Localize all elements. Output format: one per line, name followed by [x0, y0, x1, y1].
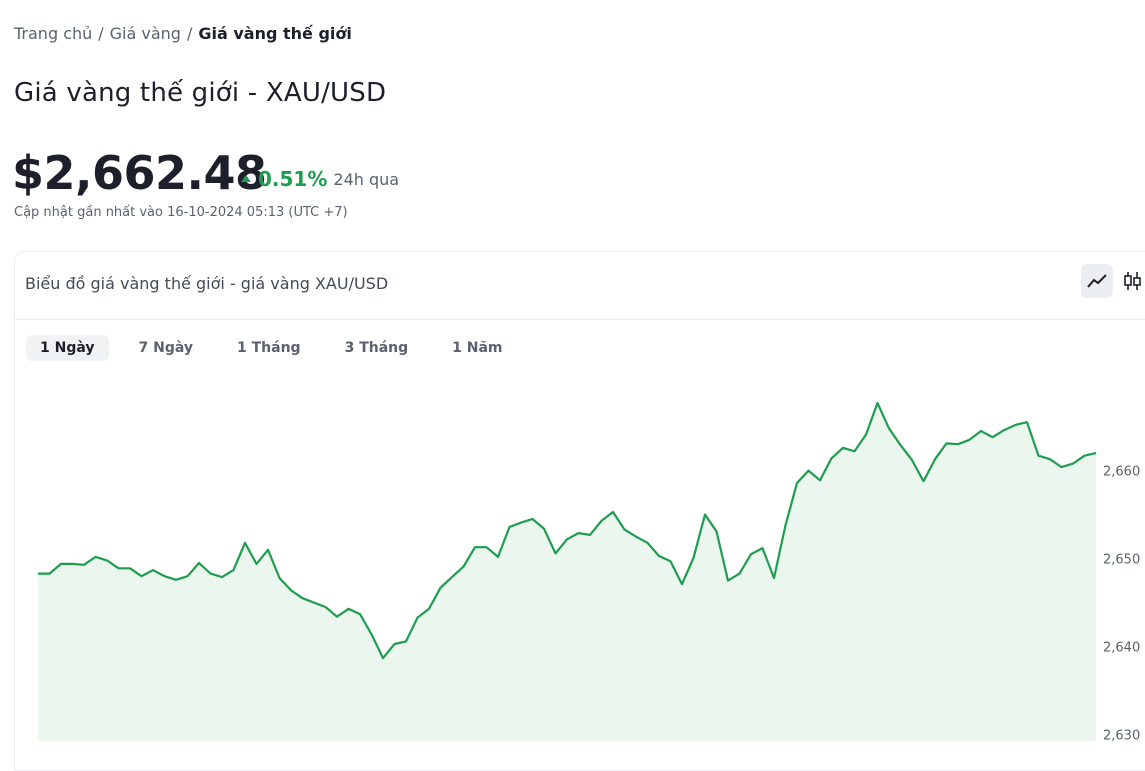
range-tabs: 1 Ngày 7 Ngày 1 Tháng 3 Tháng 1 Năm	[26, 335, 533, 361]
breadcrumb-separator: /	[98, 24, 104, 43]
price-line	[38, 401, 1097, 660]
area	[38, 402, 1096, 741]
y-tick-label: 2,630	[1103, 729, 1140, 744]
card-divider	[15, 319, 1145, 320]
card-title: Biểu đồ giá vàng thế giới - giá vàng XAU…	[25, 274, 389, 293]
price: $2,662.48	[12, 146, 267, 200]
page-title: Giá vàng thế giới - XAU/USD	[14, 78, 387, 108]
change-period: 24h qua	[333, 169, 400, 189]
y-tick-label: 2,650	[1103, 553, 1140, 568]
change-percent: 0.51%	[258, 167, 328, 191]
candle-icon	[1124, 272, 1141, 290]
breadcrumb-link[interactable]: Trang chủ	[14, 24, 93, 43]
breadcrumb-link[interactable]: Giá vàng	[109, 24, 181, 43]
y-tick-label: 2,660	[1103, 465, 1140, 480]
breadcrumb: Trang chủ / Giá vàng / Giá vàng thế giới	[14, 24, 352, 43]
range-tab[interactable]: 3 Tháng	[344, 340, 409, 356]
price-chart: 2,630 2,640 2,650 2,660	[38, 401, 1140, 744]
updated-time: Cập nhật gần nhất vào 16-10-2024 05:13 (…	[14, 205, 348, 220]
range-tab[interactable]: 1 Tháng	[237, 340, 301, 356]
line-icon	[1087, 274, 1107, 288]
candle-chart-button[interactable]	[1116, 264, 1145, 298]
y-tick-label: 2,640	[1103, 641, 1140, 656]
breadcrumb-separator: /	[186, 24, 193, 43]
change: 0.51% 24h qua	[240, 167, 399, 191]
up-arrow	[241, 175, 251, 182]
range-tab[interactable]: 7 Ngày	[138, 340, 194, 356]
line-chart-button[interactable]	[1081, 264, 1113, 298]
range-tab[interactable]: 1 Ngày	[26, 335, 109, 361]
breadcrumb-current: Giá vàng thế giới	[198, 24, 352, 43]
range-tab[interactable]: 1 Năm	[452, 340, 503, 356]
